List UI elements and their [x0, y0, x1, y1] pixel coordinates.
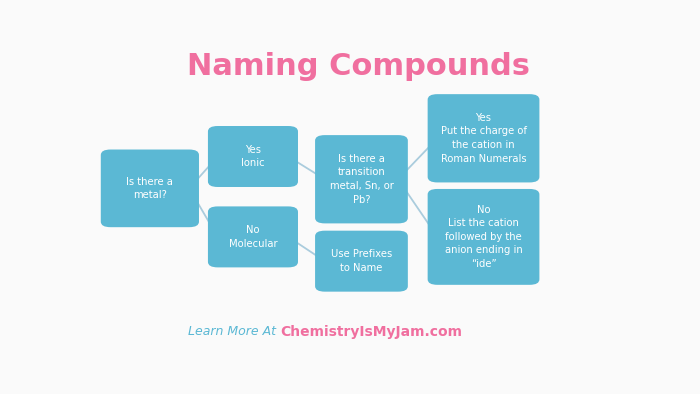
Text: Learn More At: Learn More At	[188, 325, 280, 338]
FancyBboxPatch shape	[208, 206, 298, 268]
Text: Naming Compounds: Naming Compounds	[188, 52, 531, 82]
FancyBboxPatch shape	[428, 94, 540, 182]
Text: ChemistryIsMyJam.com: ChemistryIsMyJam.com	[280, 325, 462, 339]
Text: No
Molecular: No Molecular	[229, 225, 277, 249]
Text: No
List the cation
followed by the
anion ending in
“ide”: No List the cation followed by the anion…	[444, 205, 522, 269]
FancyBboxPatch shape	[315, 135, 408, 223]
Text: Is there a
metal?: Is there a metal?	[127, 177, 174, 200]
FancyBboxPatch shape	[428, 189, 540, 285]
Text: Is there a
transition
metal, Sn, or
Pb?: Is there a transition metal, Sn, or Pb?	[330, 154, 393, 204]
FancyBboxPatch shape	[208, 126, 298, 187]
FancyBboxPatch shape	[101, 149, 199, 227]
Text: Yes
Put the charge of
the cation in
Roman Numerals: Yes Put the charge of the cation in Roma…	[440, 113, 526, 164]
Text: Yes
Ionic: Yes Ionic	[241, 145, 265, 168]
FancyBboxPatch shape	[315, 230, 408, 292]
Text: Use Prefixes
to Name: Use Prefixes to Name	[331, 249, 392, 273]
